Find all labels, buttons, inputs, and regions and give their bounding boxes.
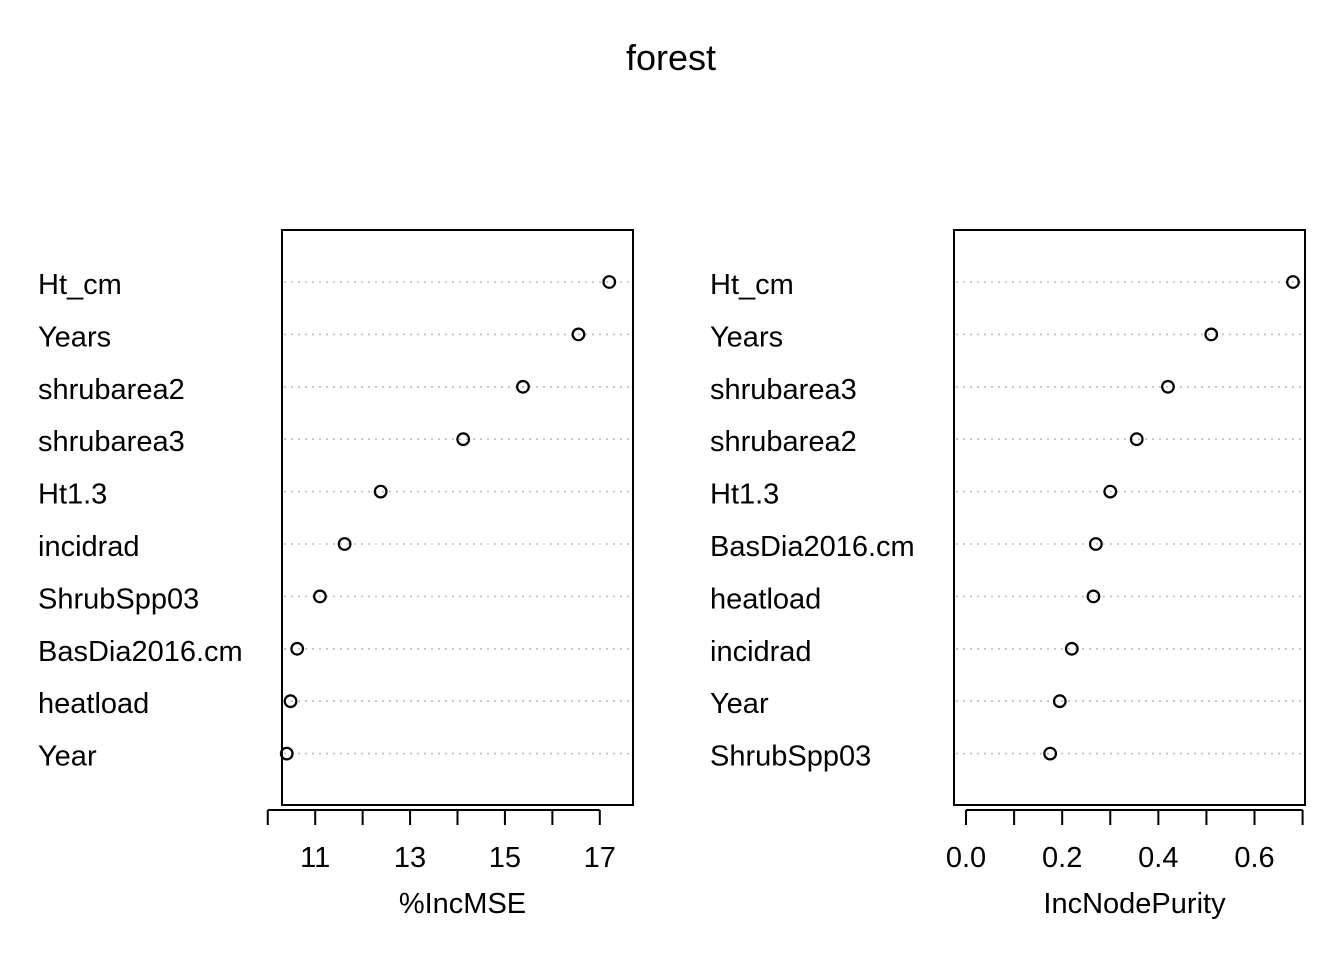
- data-point: [283, 694, 298, 709]
- data-point: [1129, 432, 1144, 447]
- x-tick-label: 0.0: [946, 842, 986, 874]
- variable-label: shrubarea3: [38, 426, 185, 458]
- data-point: [1088, 537, 1103, 551]
- variable-label: shrubarea2: [710, 426, 857, 458]
- chart-title: forest: [626, 37, 716, 78]
- panels: Ht_cm Years shrubarea2 shrubarea3 Ht1.3 incid…: [38, 229, 1306, 920]
- variable-label: shrubarea2: [38, 374, 185, 406]
- data-point: [516, 379, 530, 394]
- variable-label: ShrubSpp03: [710, 741, 871, 773]
- data-point: [1086, 589, 1101, 604]
- x-tick-label: 0.4: [1138, 842, 1178, 874]
- data-point: [313, 589, 327, 604]
- x-tick-label: 13: [394, 842, 426, 874]
- variable-label: Ht_cm: [710, 269, 794, 301]
- data-point: [571, 327, 586, 342]
- x-tick-label: 11: [300, 842, 330, 874]
- data-point: [279, 746, 294, 761]
- variable-label: incidrad: [710, 636, 812, 668]
- x-axis-label: IncNodePurity: [1043, 888, 1226, 920]
- data-point: [1043, 746, 1058, 761]
- x-tick-label: 15: [489, 842, 521, 874]
- panel-2: Ht_cm Years shrubarea3 shrubarea2 Ht1.3 BasDi…: [710, 229, 1306, 920]
- data-point: [1204, 327, 1219, 342]
- variable-label: Ht1.3: [38, 479, 107, 511]
- x-tick-label: 0.2: [1042, 842, 1082, 874]
- x-axis-label: %IncMSE: [399, 888, 526, 920]
- data-point: [1161, 379, 1175, 394]
- variable-label: Year: [710, 688, 769, 720]
- variable-label: Ht1.3: [710, 479, 779, 511]
- x-tick-label: 0.6: [1234, 842, 1274, 874]
- data-point: [602, 275, 617, 289]
- plot-frame: [281, 229, 634, 806]
- data-point: [337, 537, 352, 551]
- variable-label: Years: [710, 321, 783, 353]
- data-point: [1064, 641, 1079, 656]
- variable-label: heatload: [710, 583, 821, 615]
- data-point: [1103, 484, 1118, 499]
- data-point: [1052, 694, 1067, 709]
- x-tick-label: 17: [584, 842, 616, 874]
- plot-frame: [953, 229, 1306, 806]
- variable-label: shrubarea3: [710, 374, 857, 406]
- panel-1: Ht_cm Years shrubarea2 shrubarea3 Ht1.3 incid…: [38, 229, 634, 920]
- variable-label: Years: [38, 321, 111, 353]
- variable-label: Ht_cm: [38, 269, 122, 301]
- variable-label: BasDia2016.cm: [38, 636, 243, 668]
- variable-label: BasDia2016.cm: [710, 531, 915, 563]
- data-point: [1286, 275, 1300, 289]
- variable-label: heatload: [38, 688, 149, 720]
- variable-label: Year: [38, 741, 97, 773]
- variable-label: incidrad: [38, 531, 140, 563]
- data-point: [290, 641, 305, 656]
- variable-label: ShrubSpp03: [38, 583, 199, 615]
- data-point: [456, 432, 471, 447]
- data-point: [373, 484, 388, 499]
